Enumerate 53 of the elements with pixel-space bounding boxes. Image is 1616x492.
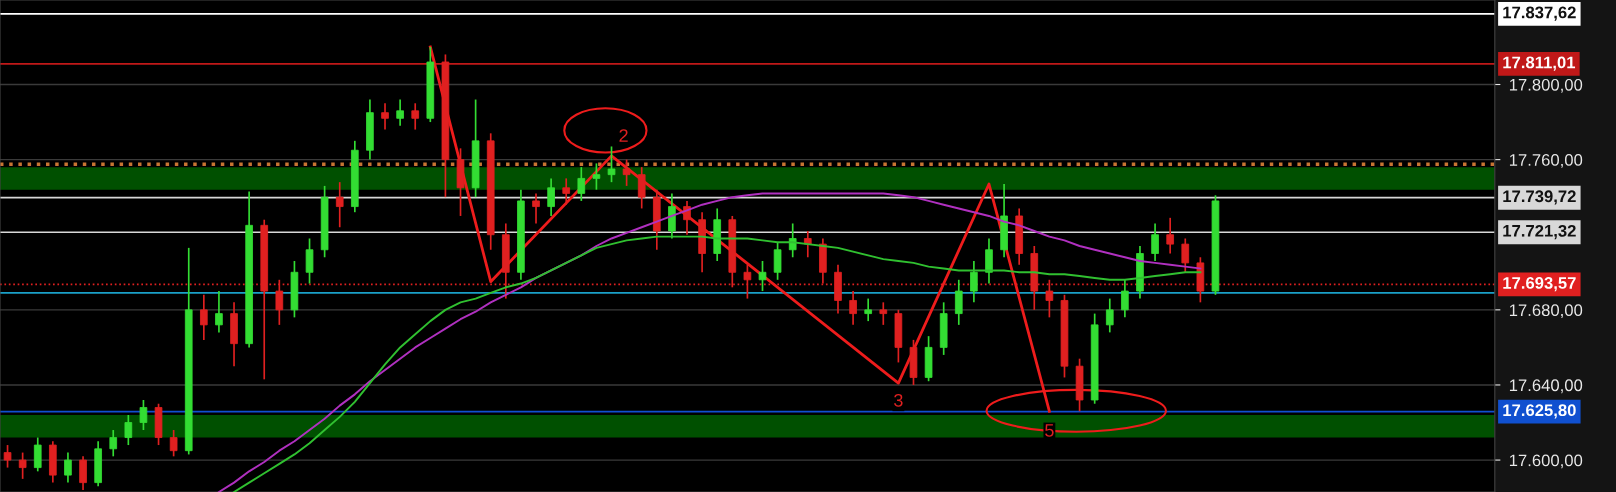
candlestick — [200, 293, 208, 341]
candlestick — [335, 181, 344, 229]
y-tick-label: 17.640,00 — [1509, 379, 1583, 394]
candlestick — [215, 290, 223, 334]
candlestick — [577, 166, 586, 202]
candlestick — [381, 102, 389, 131]
candlestick — [3, 444, 12, 469]
ref-line-label: 17.721,32 — [1503, 224, 1576, 240]
annotation: 5 — [1045, 424, 1054, 437]
candlestick — [683, 200, 691, 236]
candlestick — [1166, 216, 1174, 255]
candlestick — [18, 451, 27, 480]
candlestick — [985, 237, 993, 285]
ref-line-label: 17.693,57 — [1503, 277, 1576, 292]
ref-line-label: 17.837,62 — [1503, 6, 1576, 21]
candlestick — [773, 241, 782, 281]
candlestick — [637, 166, 646, 210]
candlestick — [1121, 278, 1129, 319]
candlestick — [562, 177, 571, 206]
candlestick — [970, 260, 978, 304]
candlestick — [864, 297, 873, 322]
y-tick-label: 17.600,00 — [1509, 454, 1583, 469]
candlestick — [396, 98, 404, 127]
candlestick — [547, 177, 555, 217]
candlestick — [758, 260, 767, 292]
y-tick-label: 17.800,00 — [1509, 78, 1583, 93]
candlestick — [124, 414, 133, 446]
candlestick — [275, 278, 284, 326]
candlestick — [79, 455, 87, 491]
annotation: 2 — [619, 129, 628, 142]
candlestick — [607, 145, 616, 183]
candlestick — [109, 429, 118, 458]
candlestick — [879, 301, 888, 326]
candlestick — [169, 429, 178, 458]
ref-line-label: 17.739,72 — [1503, 190, 1576, 205]
candlestick — [1151, 222, 1159, 262]
y-tick-label: 17.760,00 — [1509, 154, 1583, 168]
candlestick — [849, 290, 857, 326]
candlestick — [64, 451, 72, 484]
candlestick — [954, 278, 963, 326]
annotation: 3 — [894, 393, 903, 407]
candlestick — [592, 162, 601, 191]
candlestick — [411, 102, 420, 131]
candlestick — [139, 399, 148, 431]
ref-line-label: 17.625,80 — [1503, 404, 1576, 419]
candlestick — [33, 436, 42, 473]
candlestick — [622, 158, 631, 187]
ref-line-label: 17.811,01 — [1503, 56, 1576, 71]
y-tick-label: 17.680,00 — [1509, 304, 1583, 319]
candlestick — [305, 237, 314, 285]
candlestick — [1181, 237, 1190, 274]
candlestick — [1105, 297, 1114, 334]
candlestick — [532, 192, 540, 225]
